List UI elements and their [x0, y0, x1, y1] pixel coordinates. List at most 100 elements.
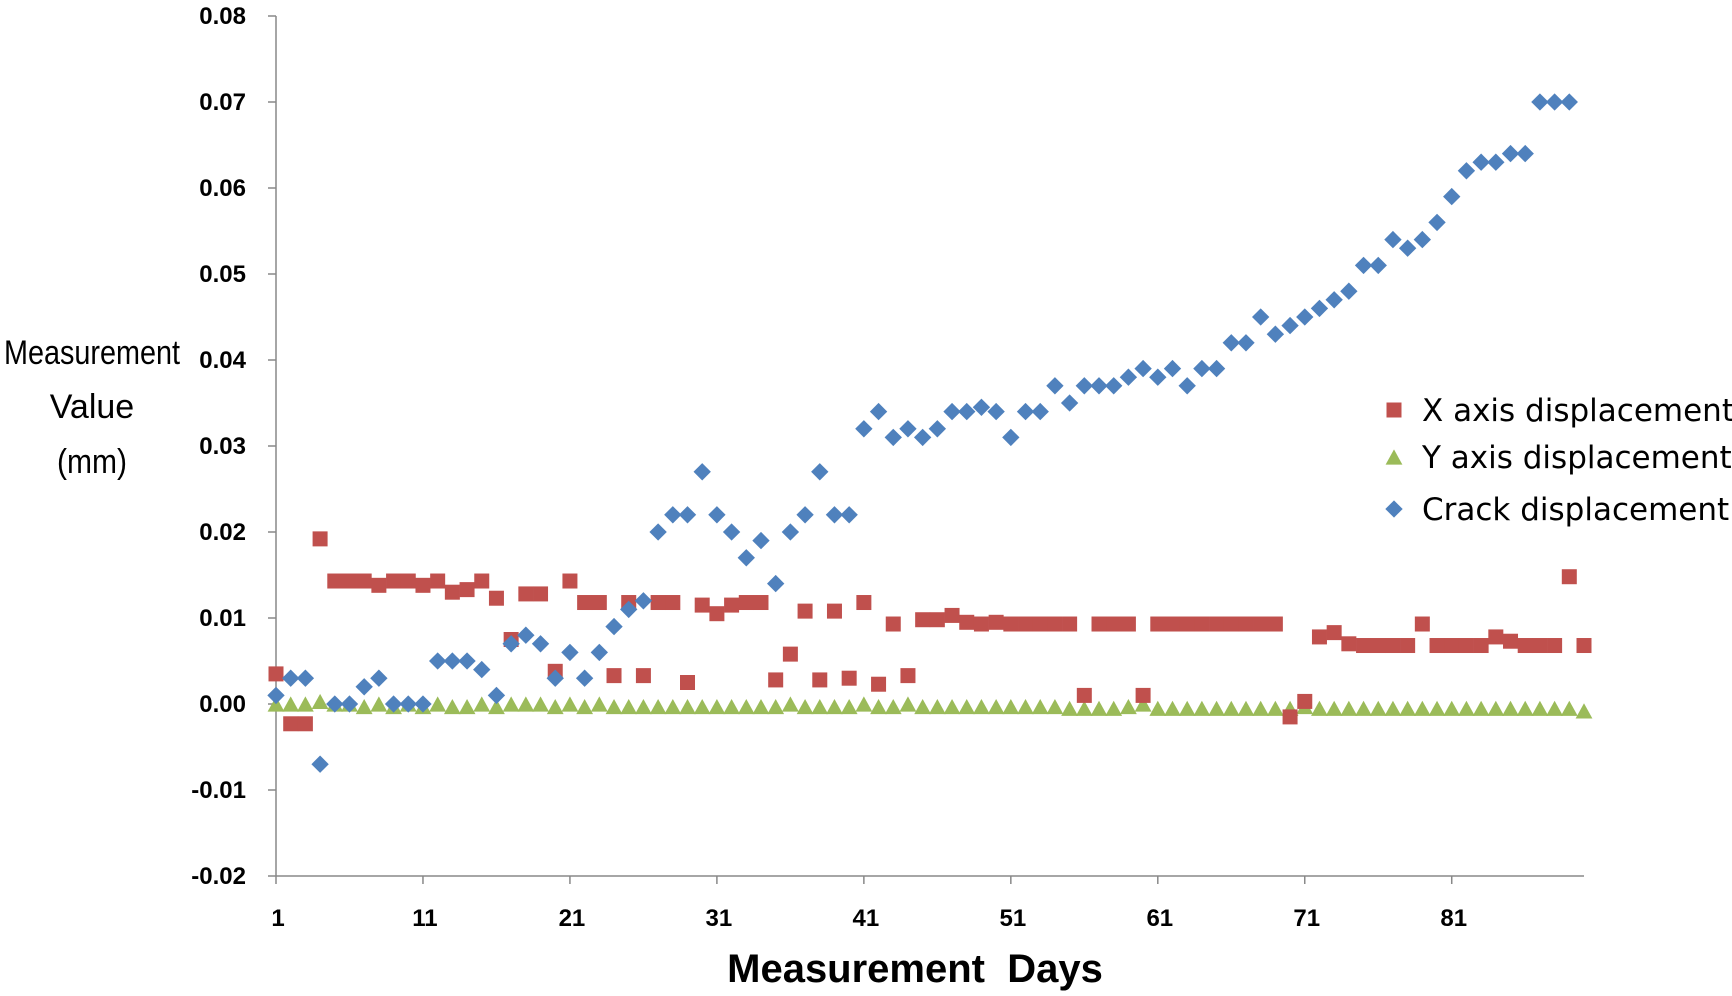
data-point — [533, 586, 549, 602]
data-point — [1532, 638, 1548, 654]
data-point — [959, 614, 975, 630]
data-point — [1164, 700, 1181, 716]
data-point — [296, 669, 315, 687]
data-point — [1503, 633, 1519, 649]
x-axis-label: Measurement Days — [727, 947, 1103, 991]
data-point — [915, 612, 931, 628]
data-point — [1075, 700, 1093, 716]
data-point — [1267, 616, 1283, 632]
data-point — [1164, 616, 1180, 632]
data-point — [1414, 616, 1430, 632]
data-point — [1018, 616, 1034, 632]
data-point — [826, 698, 843, 715]
data-point — [634, 592, 653, 610]
data-point — [797, 603, 813, 619]
data-point — [1531, 93, 1549, 111]
data-point — [1252, 700, 1270, 716]
data-point — [943, 402, 961, 421]
data-point — [1237, 700, 1255, 716]
data-point — [1545, 93, 1564, 111]
data-point — [1003, 616, 1019, 632]
data-point — [1370, 638, 1386, 654]
data-point — [958, 698, 976, 715]
data-point — [518, 586, 534, 602]
data-point — [884, 698, 902, 715]
data-point — [341, 573, 357, 589]
y-tick-label: 0.00 — [199, 691, 246, 718]
data-point — [1120, 698, 1137, 715]
data-point — [649, 698, 667, 715]
data-point — [1194, 616, 1210, 632]
data-point — [1413, 700, 1431, 716]
data-point — [825, 506, 844, 524]
data-point — [1444, 638, 1460, 654]
data-point — [694, 597, 710, 613]
data-point — [680, 675, 696, 690]
data-point — [268, 666, 284, 682]
x-tick-label: 41 — [853, 905, 880, 932]
data-point — [561, 643, 579, 662]
data-point — [1002, 698, 1020, 715]
data-point — [635, 668, 651, 684]
data-point — [590, 643, 609, 662]
data-point — [1134, 696, 1152, 712]
data-point — [1150, 616, 1166, 632]
data-point — [928, 698, 946, 715]
data-point — [1179, 616, 1195, 632]
data-point — [371, 577, 387, 593]
x-tick-label: 21 — [559, 905, 586, 932]
data-point — [1458, 638, 1474, 654]
series-triangle-points — [267, 693, 1593, 719]
data-point — [296, 696, 314, 712]
data-point — [1002, 428, 1020, 447]
data-point — [591, 595, 607, 611]
legend: X axis displacement Y axis displacement Cr… — [1385, 393, 1732, 528]
data-point — [1238, 616, 1254, 632]
data-point — [1341, 636, 1357, 652]
data-point — [635, 698, 652, 715]
data-point — [1223, 616, 1239, 632]
data-point — [1546, 700, 1564, 716]
series-diamond-points — [267, 93, 1578, 773]
data-point — [546, 669, 564, 687]
data-point — [1516, 144, 1534, 163]
data-point — [1120, 616, 1136, 632]
data-point — [370, 696, 388, 712]
data-point — [811, 463, 829, 481]
data-point — [1473, 638, 1489, 654]
data-point — [665, 595, 681, 611]
data-point — [1163, 359, 1182, 378]
x-tick-label: 31 — [706, 905, 733, 932]
data-point — [1310, 299, 1329, 318]
data-point — [840, 698, 858, 715]
data-point — [1517, 638, 1533, 654]
data-point — [312, 531, 328, 547]
data-point — [737, 698, 755, 715]
data-point — [737, 549, 755, 567]
y-tick-label: 0.08 — [199, 3, 246, 30]
data-point — [282, 669, 300, 687]
data-point — [459, 582, 475, 598]
data-point — [708, 506, 726, 524]
data-point — [487, 686, 506, 705]
data-point — [384, 695, 403, 713]
data-point — [1281, 316, 1299, 335]
data-point — [311, 755, 329, 773]
data-point — [297, 716, 313, 732]
data-point — [1061, 700, 1079, 716]
data-point — [1311, 629, 1327, 645]
data-point — [1193, 700, 1211, 716]
data-point — [1106, 616, 1122, 632]
data-point — [1326, 625, 1342, 641]
data-point — [649, 523, 667, 541]
data-point — [575, 669, 594, 687]
data-point — [1354, 256, 1373, 275]
legend-label: X axis displacement — [1422, 393, 1732, 429]
data-point — [1429, 638, 1445, 654]
legend-marker — [1385, 500, 1403, 518]
data-point — [752, 698, 770, 715]
data-point — [517, 626, 535, 644]
data-point — [1016, 402, 1035, 421]
data-point — [929, 612, 945, 628]
